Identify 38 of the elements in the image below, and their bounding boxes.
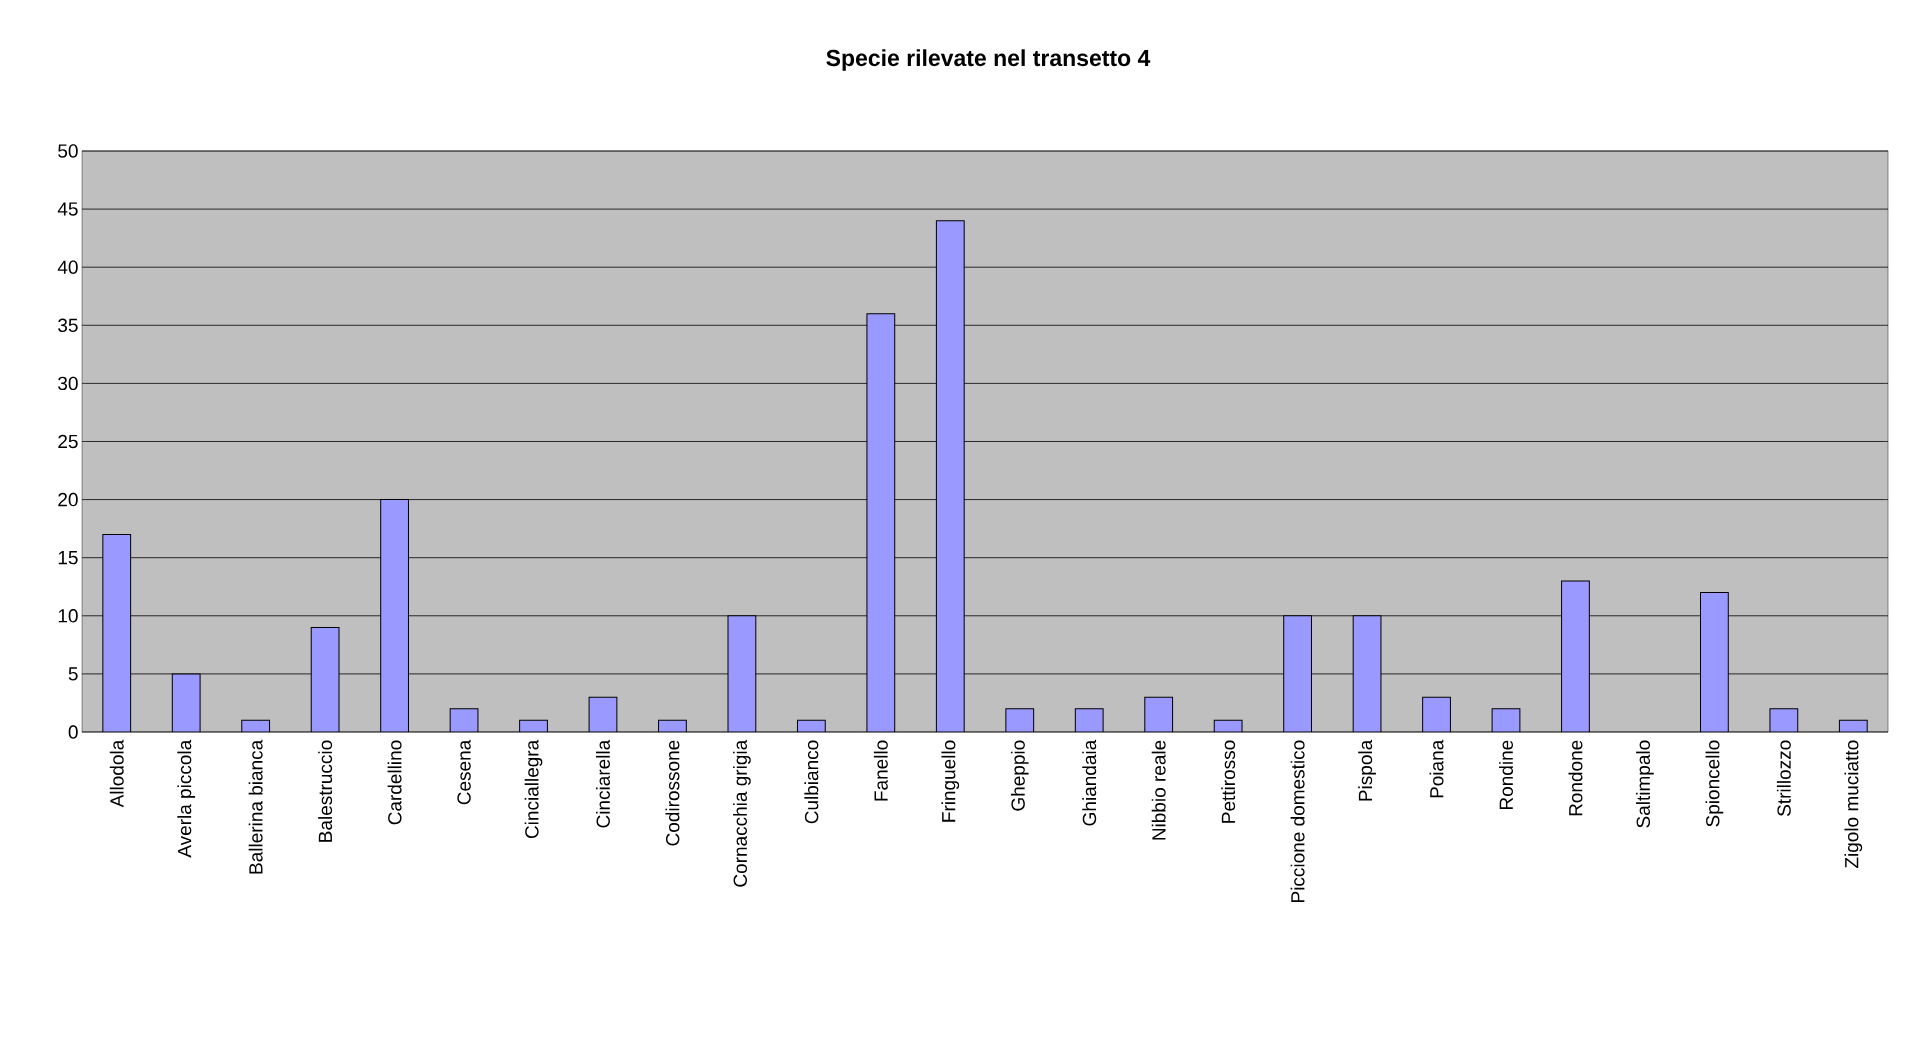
x-tick-label: Balestruccio xyxy=(318,740,333,842)
x-tick-label: Cinciarella xyxy=(596,739,610,828)
y-tick-label: 15 xyxy=(58,551,78,565)
x-tick-label: Allodola xyxy=(109,739,124,808)
x-tick-label: Fringuello xyxy=(941,740,960,822)
y-tick-label: 40 xyxy=(57,260,78,274)
x-tick-label: Spioncello xyxy=(1705,740,1724,827)
y-tick-label: 20 xyxy=(58,492,78,507)
x-tick-label: Gheppio xyxy=(1010,740,1029,811)
x-tick-label: Ballerina bianca xyxy=(248,739,263,874)
x-tick-label: Rondone xyxy=(1568,740,1583,816)
y-tick-label: 10 xyxy=(58,609,78,623)
x-tick-label: Averla piccola xyxy=(177,739,196,858)
x-tick-label: Piccione domestico xyxy=(1290,740,1305,902)
x-tick-label: Pettirosso xyxy=(1221,740,1236,823)
y-tick-label: 45 xyxy=(57,202,78,216)
x-tick-label: Fanello xyxy=(873,740,888,801)
x-tick-label: Cardellino xyxy=(387,740,402,825)
x-tick-label: Ghiandaia xyxy=(1082,739,1097,826)
y-tick-label: 30 xyxy=(58,376,78,391)
x-tick-label: Rondine xyxy=(1499,740,1513,809)
y-tick-label: 35 xyxy=(58,318,78,333)
x-tick-label: Strillozzo xyxy=(1776,740,1791,816)
x-tick-label: Saltimpalo xyxy=(1636,740,1654,828)
x-tick-label: Pispola xyxy=(1358,739,1376,801)
x-tick-label: Culbianco xyxy=(804,740,819,824)
y-tick-label: 25 xyxy=(58,434,78,449)
x-tick-label: Codirossone xyxy=(665,740,680,846)
x-tick-label: Nibbio reale xyxy=(1151,740,1166,840)
y-tick-label: 0 xyxy=(68,725,78,739)
x-tick-label: Cesena xyxy=(457,739,471,805)
y-tick-label: 50 xyxy=(58,144,78,158)
x-tick-label: Poiana xyxy=(1429,739,1444,798)
x-tick-label: Cornacchia grigia xyxy=(733,739,751,887)
y-tick-label: 5 xyxy=(68,667,78,681)
x-tick-label: Cinciallegra xyxy=(524,739,543,839)
chart-title: Specie rilevate nel transetto 4 xyxy=(826,49,1151,71)
x-tick-label: Zigolo muciatto xyxy=(1844,740,1863,868)
